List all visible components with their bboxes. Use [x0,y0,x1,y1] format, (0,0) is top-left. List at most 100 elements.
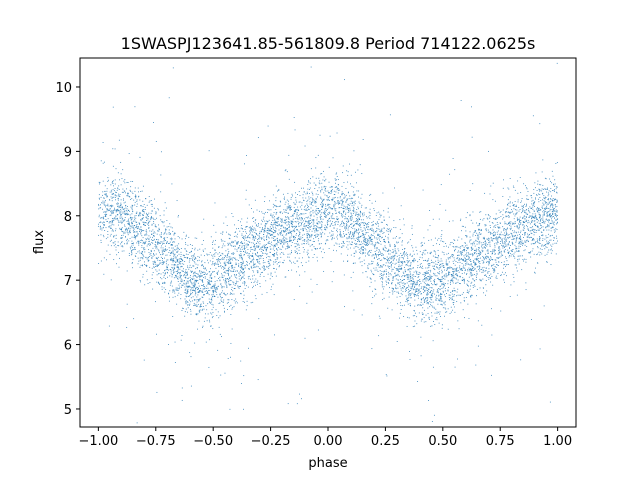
data-point [162,243,163,245]
data-point [346,237,348,239]
data-point [128,224,130,225]
data-point [306,237,308,239]
data-point [350,216,351,218]
data-point [233,236,235,237]
data-point [556,192,558,194]
data-point [226,284,228,286]
data-point [394,254,396,256]
data-point [122,220,124,222]
data-point [441,269,443,271]
data-point [436,294,438,296]
data-point [259,248,261,250]
data-point [153,261,155,263]
data-point [446,269,447,271]
data-point [506,234,508,236]
data-point [157,243,159,245]
data-point [190,267,192,269]
data-point [552,205,554,207]
data-point [531,227,533,229]
data-point [522,205,524,207]
data-point [540,225,542,227]
data-point [328,212,330,214]
data-point [131,227,133,229]
data-point [192,287,194,289]
data-point [529,252,531,254]
data-point [151,203,153,205]
data-point [474,268,476,269]
data-point [253,242,255,244]
data-point [164,272,166,274]
data-point [172,270,174,271]
data-point [143,256,145,258]
data-point [156,265,158,267]
data-point [263,276,265,277]
data-point [417,265,419,266]
data-point [457,239,459,241]
data-point [492,234,494,236]
data-point [543,230,545,232]
data-point [251,267,253,269]
data-point [382,254,384,256]
data-point [186,293,188,295]
data-point [308,227,310,229]
data-point [171,247,173,249]
data-point [412,284,414,286]
data-point [231,253,233,255]
data-point [371,271,373,273]
data-point [99,183,100,185]
data-point [556,62,558,64]
data-point [402,284,404,286]
data-point [197,249,199,251]
data-point [308,238,310,240]
data-point [380,221,382,223]
data-point [254,295,256,297]
data-point [153,207,155,209]
data-point [186,271,187,273]
data-point [524,210,526,212]
data-point [287,192,289,194]
data-point [534,197,536,199]
data-point [475,275,477,277]
data-point [339,197,341,199]
data-point [152,239,153,241]
data-point [192,257,194,259]
data-point [315,184,317,186]
data-point [538,239,540,241]
data-point [150,252,152,254]
data-point [353,210,355,212]
data-point [204,285,205,287]
data-point [500,234,502,236]
data-point [544,222,546,224]
data-point [241,218,243,220]
data-point [153,264,155,266]
data-point [334,187,336,188]
data-point [427,229,429,231]
data-point [155,242,157,243]
data-point [149,253,151,255]
data-point [414,299,416,301]
data-point [197,328,199,330]
data-point [231,293,233,295]
data-point [439,288,441,290]
data-point [135,227,137,229]
data-point [444,301,446,303]
data-point [381,284,383,286]
data-point [135,196,137,198]
data-point [268,266,270,267]
data-point [407,275,409,277]
data-point [376,255,377,257]
data-point [243,245,245,247]
data-point [354,239,356,241]
data-point [395,268,397,269]
data-point [430,298,432,300]
data-point [141,229,143,231]
data-point [280,240,282,242]
data-point [338,243,340,245]
data-point [122,208,124,210]
data-point [321,188,323,190]
data-point [128,153,130,155]
data-point [297,220,299,222]
data-point [274,239,276,241]
data-point [166,271,168,273]
data-point [166,254,168,256]
